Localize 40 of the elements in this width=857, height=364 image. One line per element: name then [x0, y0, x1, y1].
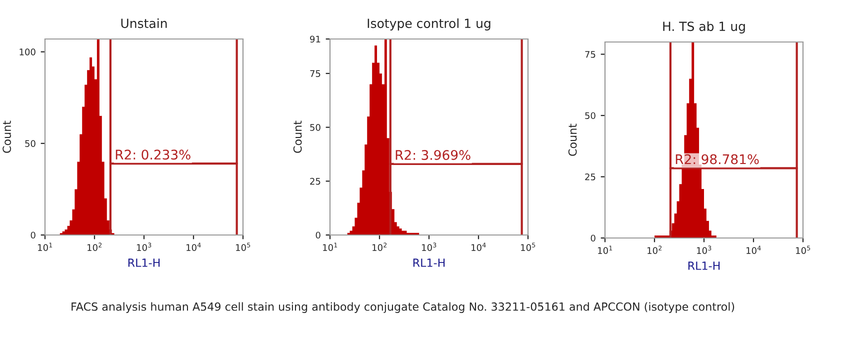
x-tick-label: 10$^{2}$: [88, 242, 102, 251]
y-tick-label: 0: [590, 234, 596, 242]
y-axis-title: Count: [568, 124, 577, 156]
y-tick-label: 91: [310, 36, 320, 43]
chart-title: Isotype control 1 ug: [368, 18, 490, 30]
x-axis-title: RL1-H: [128, 258, 160, 267]
y-tick-label: 75: [310, 70, 320, 78]
x-tick-label: 10$^{2}$: [372, 242, 387, 251]
chart-title: H. TS ab 1 ug: [663, 21, 745, 34]
x-tick-label: 10$^{1}$: [38, 242, 52, 251]
y-tick-label: 50: [310, 124, 320, 131]
y-tick-label: 0: [316, 232, 320, 239]
x-axis-title: RL1-H: [413, 258, 445, 267]
x-tick-label: 10$^{1}$: [323, 242, 338, 251]
y-tick-label: 75: [585, 51, 596, 58]
y-tick-label: 25: [585, 173, 596, 180]
series-label: R2: 3.969%: [396, 150, 470, 160]
x-tick-label: 10$^{3}$: [137, 242, 152, 251]
x-tick-label: 10$^{4}$: [186, 242, 201, 251]
series-label: R2: 0.233%: [116, 150, 190, 160]
x-tick-label: 10$^{3}$: [697, 246, 712, 254]
x-tick-label: 10$^{5}$: [521, 242, 536, 251]
y-axis-title: Count: [2, 120, 12, 153]
y-tick-label: 50: [585, 112, 596, 120]
x-tick-label: 10$^{1}$: [598, 246, 612, 254]
chart-title: Unstain: [121, 18, 167, 28]
x-tick-label: 10$^{5}$: [796, 246, 810, 254]
x-tick-label: 10$^{4}$: [746, 246, 761, 254]
x-axis-title: RL1-H: [688, 262, 720, 270]
x-tick-label: 10$^{5}$: [236, 242, 250, 251]
series-label: R2: 98.781%: [676, 154, 759, 164]
y-axis-title: Count: [293, 120, 302, 153]
y-tick-label: 0: [30, 232, 36, 239]
y-tick-label: 50: [25, 140, 36, 147]
x-tick-label: 10$^{2}$: [648, 246, 662, 254]
y-tick-label: 25: [310, 178, 320, 185]
x-tick-label: 10$^{4}$: [472, 242, 486, 251]
x-tick-label: 10$^{3}$: [422, 242, 436, 251]
text: FACS analysis human A549 cell stain using antibody conjugate Catalog No. 33211-05161 and APCCON (isotype control): [72, 302, 734, 313]
y-tick-label: 100: [20, 48, 36, 56]
